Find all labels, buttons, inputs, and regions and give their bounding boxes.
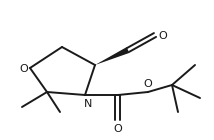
Text: N: N [84,99,92,109]
Text: O: O [144,79,152,89]
Text: O: O [20,64,28,74]
Polygon shape [95,47,129,65]
Text: O: O [114,124,122,134]
Text: O: O [159,31,167,41]
